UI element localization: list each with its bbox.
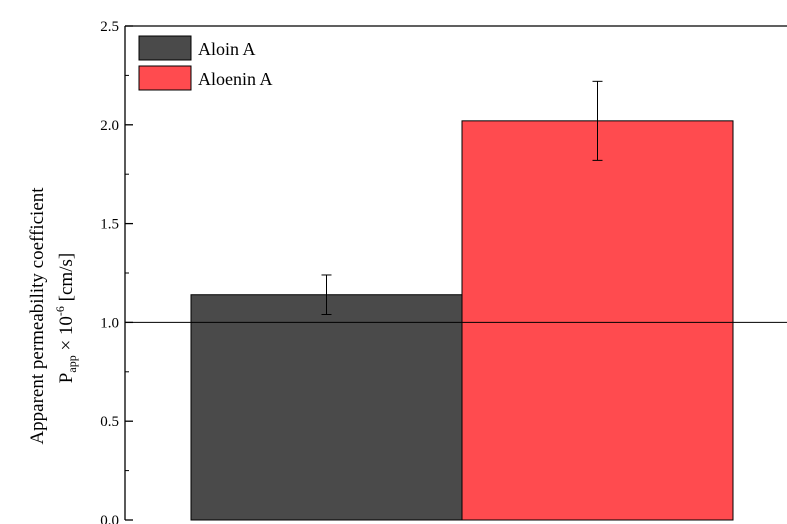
legend-swatch-2 bbox=[138, 65, 192, 91]
legend-swatch-1 bbox=[138, 35, 192, 61]
legend: Aloin A Aloenin A bbox=[138, 35, 273, 91]
y-tick-label: 2.5 bbox=[100, 19, 119, 35]
y-tick-label: 2.0 bbox=[100, 118, 119, 134]
y-tick-label: 0.5 bbox=[100, 414, 119, 430]
y-axis-label-multiplier: × 10 bbox=[56, 316, 77, 355]
y-axis-label-subscript: app bbox=[65, 355, 79, 372]
bar-1 bbox=[190, 294, 463, 521]
bars bbox=[190, 120, 734, 521]
y-tick-label: 1.5 bbox=[100, 217, 119, 233]
y-axis-label-exponent: -6 bbox=[53, 306, 67, 316]
y-tick-label: 1.0 bbox=[100, 315, 119, 331]
legend-label-1: Aloin A bbox=[198, 39, 256, 59]
y-axis-ticks: 0.0 0.5 1.0 1.5 2.0 2.5 bbox=[100, 19, 463, 524]
legend-label-2: Aloenin A bbox=[198, 69, 273, 89]
bar-2 bbox=[461, 120, 734, 521]
y-axis-label-symbol: P bbox=[56, 373, 77, 384]
y-axis-label-unit: [cm/s] bbox=[56, 253, 77, 306]
y-axis-label-line2: Papp × 10-6 [cm/s] bbox=[53, 253, 79, 383]
error-bars bbox=[321, 80, 603, 315]
y-tick-label: 0.0 bbox=[100, 513, 119, 524]
y-axis-label-line1: Apparent permeability coefficient bbox=[27, 187, 48, 445]
